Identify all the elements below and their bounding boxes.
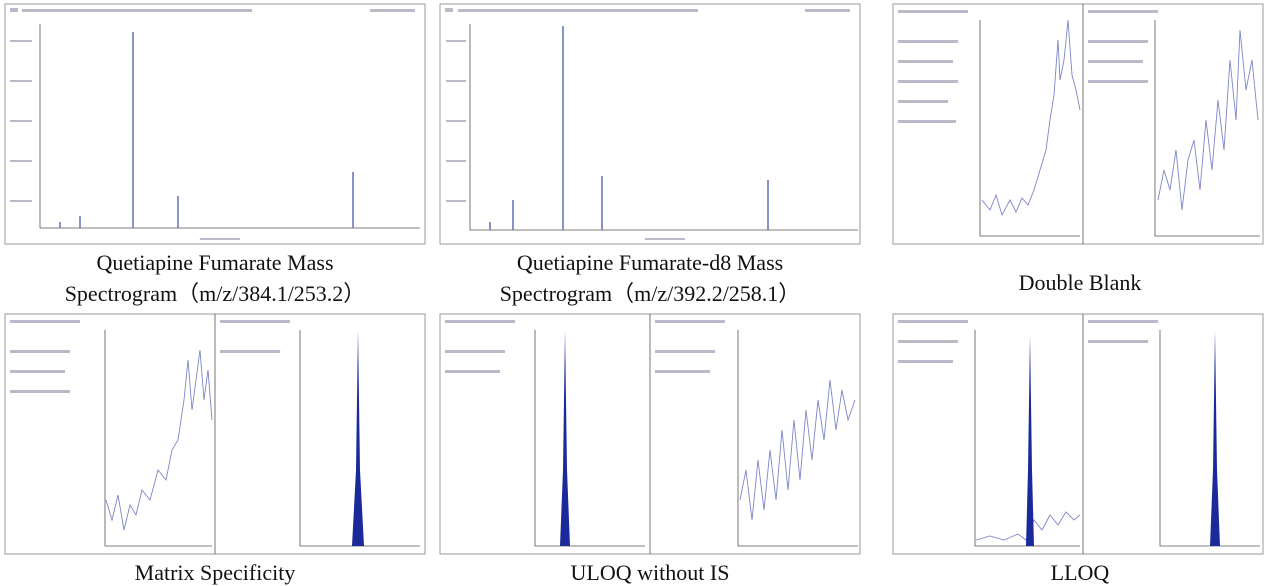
caption: ULOQ without IS (571, 560, 730, 585)
caption: Quetiapine Fumarate Mass (96, 250, 333, 275)
spectrum-panel (439, 3, 861, 245)
caption: Quetiapine Fumarate-d8 Mass (517, 250, 783, 275)
chromatogram-panel (892, 313, 1264, 555)
caption: Spectrogram（m/z/392.2/258.1） (500, 281, 801, 306)
chromatogram-panel (892, 3, 1264, 245)
caption: Double Blank (1019, 270, 1142, 295)
chromatogram-panel (439, 313, 861, 555)
chromatogram-panel (4, 313, 426, 555)
caption: LLOQ (1051, 560, 1110, 585)
caption: Matrix Specificity (135, 560, 296, 585)
spectrum-panel (4, 3, 426, 245)
caption: Spectrogram（m/z/384.1/253.2） (65, 281, 366, 306)
